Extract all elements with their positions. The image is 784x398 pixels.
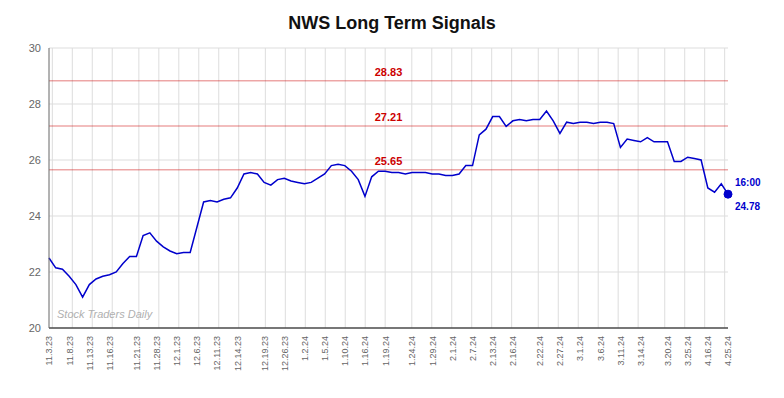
svg-text:11.21.23: 11.21.23 [132,336,142,370]
svg-text:11.13.23: 11.13.23 [85,336,95,370]
svg-text:2.1.24: 2.1.24 [448,336,458,361]
svg-text:12.1.23: 12.1.23 [172,336,182,366]
svg-text:11.3.23: 11.3.23 [44,336,54,365]
svg-text:12.26.23: 12.26.23 [280,336,290,371]
svg-text:3.25.24: 3.25.24 [683,336,693,366]
svg-text:12.14.23: 12.14.23 [233,336,243,371]
svg-text:1.24.24: 1.24.24 [407,336,417,366]
svg-text:3.6.24: 3.6.24 [596,336,606,361]
svg-text:4.25.24: 4.25.24 [723,336,733,366]
svg-text:1.2.24: 1.2.24 [300,336,310,361]
svg-text:25.65: 25.65 [375,155,403,167]
svg-text:3.14.24: 3.14.24 [636,336,646,366]
svg-text:11.8.23: 11.8.23 [65,336,75,365]
svg-text:27.21: 27.21 [375,111,403,123]
svg-text:24.78: 24.78 [735,201,760,212]
svg-text:11.16.23: 11.16.23 [105,336,115,370]
svg-text:12.11.23: 12.11.23 [212,336,222,370]
svg-text:11.28.23: 11.28.23 [152,336,162,370]
svg-text:28: 28 [29,98,41,110]
svg-text:16:00: 16:00 [735,177,761,188]
svg-text:2.16.24: 2.16.24 [508,336,518,366]
svg-text:1.10.24: 1.10.24 [340,336,350,366]
svg-text:20: 20 [29,322,41,334]
svg-text:22: 22 [29,266,41,278]
svg-text:26: 26 [29,154,41,166]
html-text:NWS Long Term Signals: NWS Long Term Signals [288,13,496,33]
svg-text:1.19.24: 1.19.24 [381,336,391,366]
svg-text:12.19.23: 12.19.23 [260,336,270,371]
svg-text:1.16.24: 1.16.24 [360,336,370,366]
html-text:Stock Traders Daily: Stock Traders Daily [57,308,153,320]
svg-text:3.20.24: 3.20.24 [663,336,673,366]
svg-text:30: 30 [29,42,41,54]
svg-text:24: 24 [29,210,41,222]
svg-text:2.7.24: 2.7.24 [468,336,478,361]
svg-text:2.13.24: 2.13.24 [488,336,498,366]
svg-text:3.1.24: 3.1.24 [575,336,585,361]
svg-text:2.27.24: 2.27.24 [555,336,565,366]
svg-text:28.83: 28.83 [375,66,403,78]
svg-text:1.5.24: 1.5.24 [320,336,330,361]
svg-text:3.11.24: 3.11.24 [616,336,626,365]
svg-text:12.6.23: 12.6.23 [192,336,202,366]
svg-text:4.16.24: 4.16.24 [703,336,713,366]
svg-text:1.29.24: 1.29.24 [428,336,438,366]
svg-text:2.22.24: 2.22.24 [535,336,545,366]
